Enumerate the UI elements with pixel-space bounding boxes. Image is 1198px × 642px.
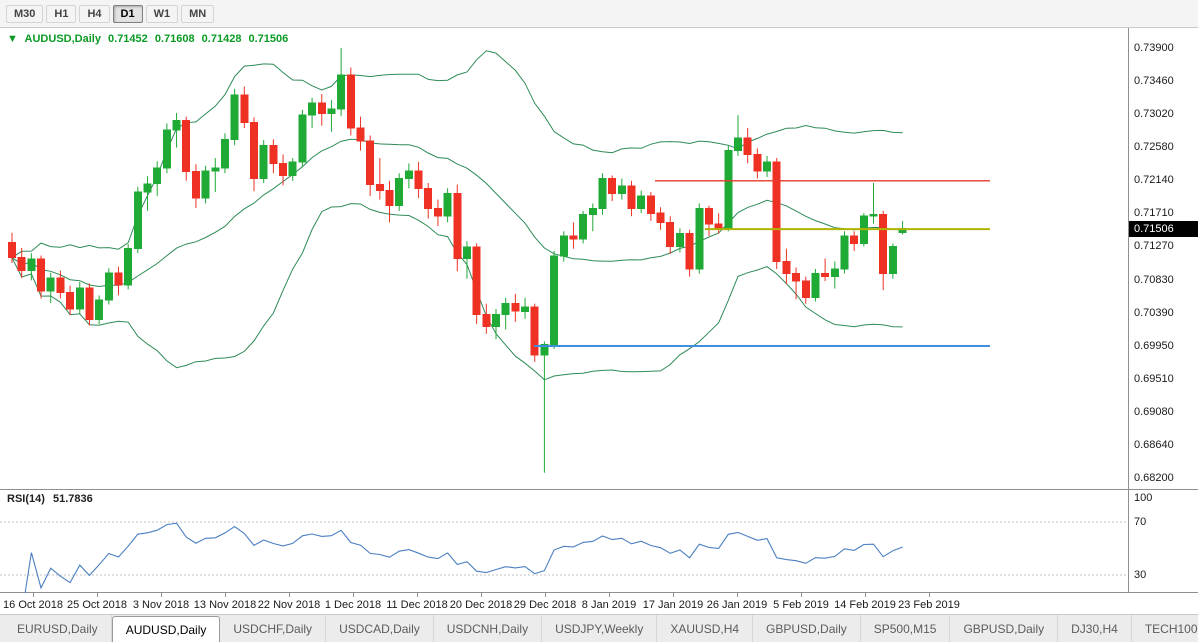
date-axis-label: 22 Nov 2018 (257, 599, 321, 611)
time-axis-tick (161, 593, 162, 597)
main-chart-panel[interactable]: ▼ AUDUSD,Daily 0.71452 0.71608 0.71428 0… (0, 28, 1198, 490)
timeframe-button-H1[interactable]: H1 (46, 4, 77, 23)
date-axis-label: 8 Jan 2019 (581, 599, 637, 611)
chart-tab-EURUSD-Daily[interactable]: EURUSD,Daily (4, 615, 112, 642)
date-axis-label: 3 Nov 2018 (132, 599, 190, 611)
rsi-panel[interactable]: RSI(14) 51.7836 100 70 30 (0, 490, 1198, 593)
price-axis[interactable]: 0.71506 0.73900 0.73460 0.73020 0.72580 0.72… (1128, 28, 1198, 489)
current-price-badge: 0.71506 (1129, 220, 1198, 237)
price-axis-label: 0.69950 (1134, 339, 1174, 352)
chart-tab-AUDUSD-Daily[interactable]: AUDUSD,Daily (111, 616, 221, 642)
rsi-chart-svg[interactable] (0, 490, 1128, 593)
time-axis-tick (929, 593, 930, 597)
chart-tab-USDCAD-Daily[interactable]: USDCAD,Daily (326, 615, 434, 642)
time-axis-tick (673, 593, 674, 597)
timeframe-button-D1[interactable]: D1 (112, 4, 143, 23)
date-axis-label: 14 Feb 2019 (834, 599, 896, 611)
timeframe-button-MN[interactable]: MN (181, 4, 215, 23)
chart-tab-GBPUSD-Daily[interactable]: GBPUSD,Daily (753, 615, 861, 642)
date-axis-label: 1 Dec 2018 (324, 599, 382, 611)
open-value: 0.71452 (108, 33, 148, 45)
date-axis-label: 11 Dec 2018 (386, 599, 448, 611)
rsi-axis: 100 70 30 (1128, 490, 1198, 592)
price-axis-label: 0.68640 (1134, 438, 1174, 451)
time-axis-tick (289, 593, 290, 597)
chart-ohlc-header: ▼ AUDUSD,Daily 0.71452 0.71608 0.71428 0… (7, 33, 292, 45)
price-axis-label: 0.73460 (1134, 75, 1174, 88)
low-value: 0.71428 (201, 33, 242, 45)
chart-tab-TECH100-H[interactable]: TECH100,H (1132, 615, 1198, 642)
rsi-axis-label: 100 (1134, 492, 1153, 504)
price-axis-label: 0.70830 (1134, 273, 1174, 286)
chart-tab-USDJPY-Weekly[interactable]: USDJPY,Weekly (542, 615, 658, 642)
date-axis-label: 17 Jan 2019 (642, 599, 704, 611)
price-axis-label: 0.71710 (1134, 207, 1174, 220)
rsi-header: RSI(14) 51.7836 (7, 493, 98, 505)
timeframe-button-M30[interactable]: M30 (6, 4, 44, 23)
candlestick-chart-svg[interactable] (0, 28, 1128, 490)
high-value: 0.71608 (154, 33, 195, 45)
chart-tab-SP500-M15[interactable]: SP500,M15 (861, 615, 951, 642)
rsi-value: 51.7836 (52, 493, 93, 505)
chart-tab-USDCHF-Daily[interactable]: USDCHF,Daily (220, 615, 327, 642)
date-axis-label: 20 Dec 2018 (449, 599, 513, 611)
time-axis-tick (353, 593, 354, 597)
price-axis-label: 0.72580 (1134, 141, 1174, 154)
date-axis-label: 25 Oct 2018 (67, 599, 127, 611)
rsi-axis-label: 30 (1134, 569, 1147, 581)
price-axis-label: 0.68200 (1134, 472, 1174, 484)
price-axis-label: 0.73020 (1134, 108, 1174, 121)
time-axis-tick (33, 593, 34, 597)
date-axis-label: 26 Jan 2019 (706, 599, 768, 611)
time-axis-tick (801, 593, 802, 597)
time-axis-tick (417, 593, 418, 597)
date-axis-label: 29 Dec 2018 (513, 599, 577, 611)
chart-tabs-bar: EURUSD,Daily AUDUSD,Daily USDCHF,Daily USDC… (0, 615, 1198, 642)
symbol-marker-icon: ▼ (7, 33, 18, 45)
chart-tab-DJ30-H4[interactable]: DJ30,H4 (1058, 615, 1132, 642)
rsi-axis-label: 70 (1134, 516, 1147, 528)
time-axis-tick (545, 593, 546, 597)
close-value: 0.71506 (248, 33, 289, 45)
date-axis-label: 13 Nov 2018 (193, 599, 257, 611)
time-axis-tick (97, 593, 98, 597)
chart-tab-GBPUSD-Daily[interactable]: GBPUSD,Daily (950, 615, 1059, 642)
timeframe-toolbar: M30 H1 H4 D1 W1 MN (0, 0, 1198, 28)
chart-tab-XAUUSD-H4[interactable]: XAUUSD,H4 (657, 615, 754, 642)
price-axis-label: 0.72140 (1134, 174, 1174, 187)
rsi-label: RSI(14) (7, 493, 45, 505)
chart-symbol-label: AUDUSD,Daily (24, 33, 101, 45)
date-axis-label: 5 Feb 2019 (773, 599, 829, 611)
time-axis-tick (225, 593, 226, 597)
time-axis[interactable]: 16 Oct 2018 25 Oct 2018 3 Nov 2018 13 Nov 2… (0, 593, 1198, 615)
price-axis-label: 0.71270 (1134, 240, 1174, 253)
date-axis-label: 23 Feb 2019 (898, 599, 960, 611)
price-axis-label: 0.70390 (1134, 306, 1174, 319)
chart-tab-USDCNH-Daily[interactable]: USDCNH,Daily (434, 615, 543, 642)
price-axis-label: 0.69510 (1134, 372, 1174, 385)
time-axis-tick (737, 593, 738, 597)
price-axis-label: 0.73900 (1134, 42, 1174, 54)
time-axis-tick (865, 593, 866, 597)
timeframe-button-H4[interactable]: H4 (79, 4, 110, 23)
date-axis-label: 16 Oct 2018 (3, 599, 63, 611)
time-axis-tick (609, 593, 610, 597)
timeframe-button-W1[interactable]: W1 (145, 4, 179, 23)
time-axis-tick (481, 593, 482, 597)
price-axis-label: 0.69080 (1134, 405, 1174, 418)
